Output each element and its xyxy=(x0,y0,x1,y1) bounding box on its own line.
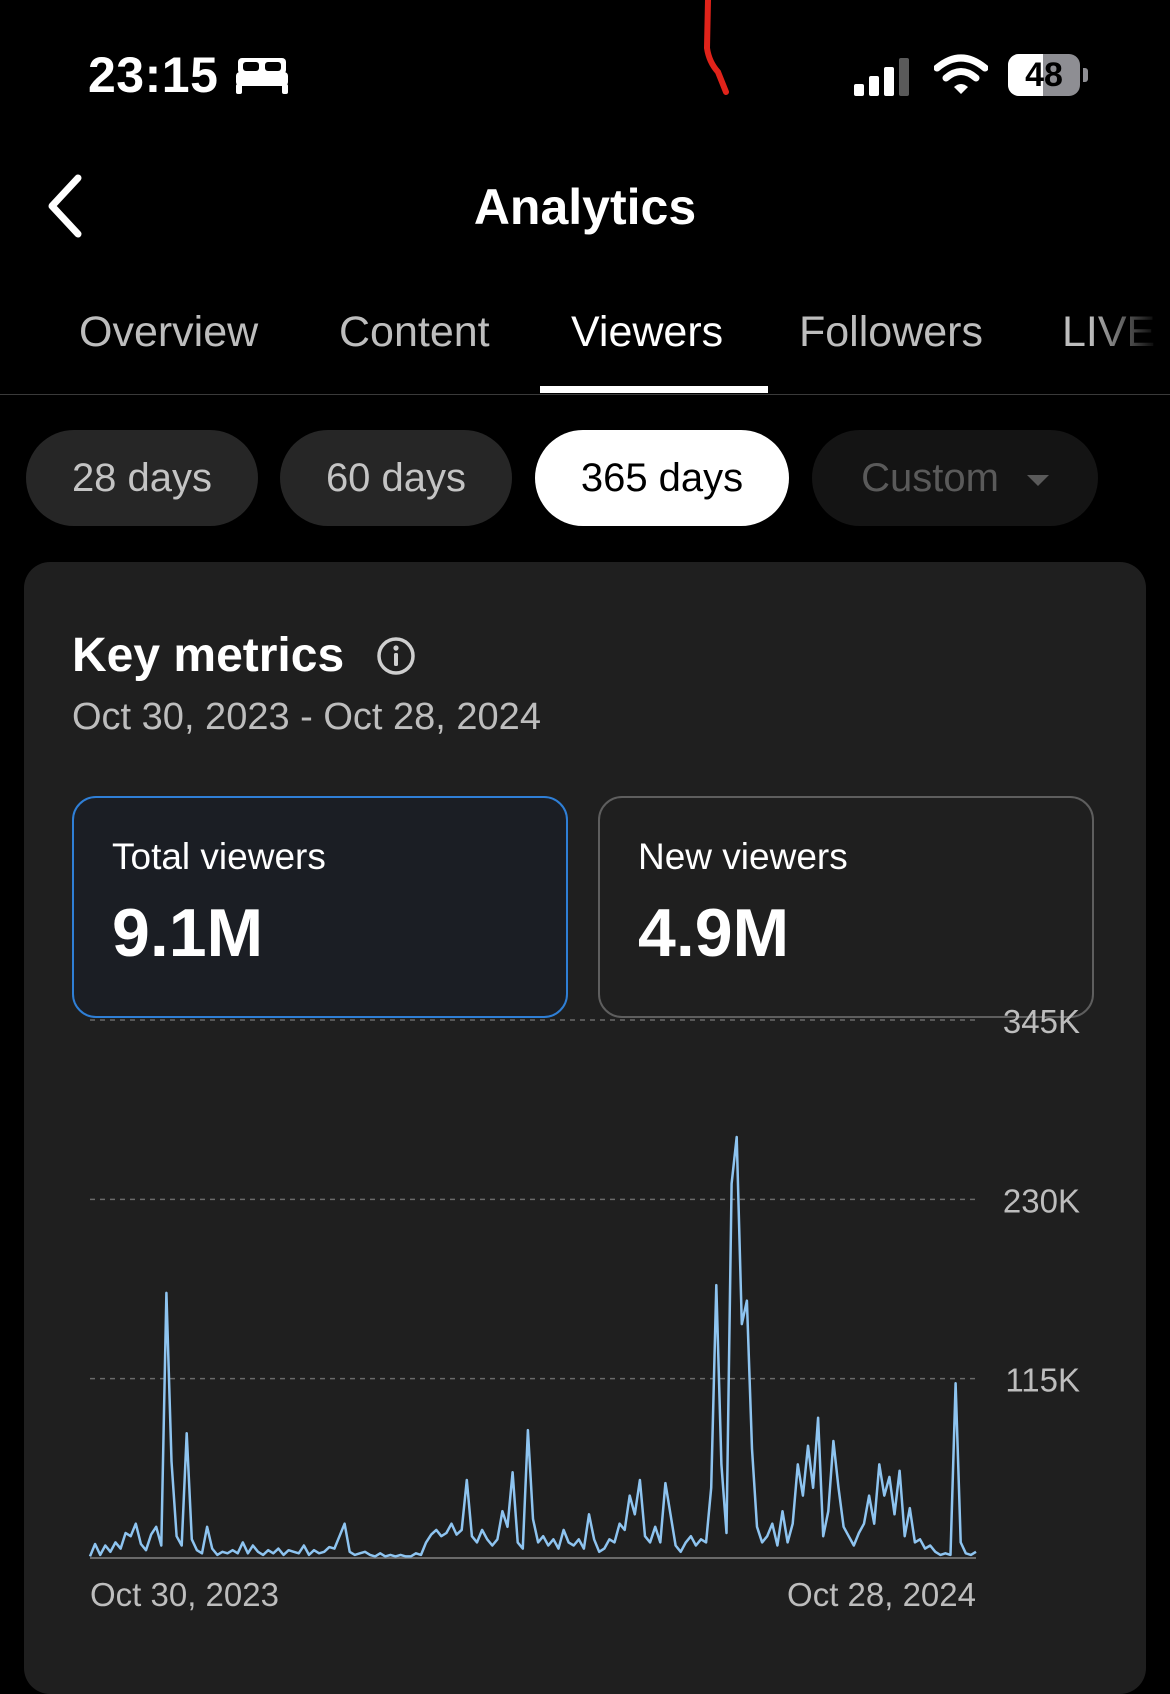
x-tick-label: Oct 28, 2024 xyxy=(787,1576,976,1613)
metric-label: New viewers xyxy=(638,836,848,877)
info-icon[interactable] xyxy=(376,636,416,676)
total-viewers-card[interactable]: Total viewers 9.1M xyxy=(72,796,568,1018)
signal-icon xyxy=(854,58,909,96)
range-custom-chip[interactable]: Custom xyxy=(812,430,1098,526)
chevron-left-icon xyxy=(48,174,82,238)
y-tick-label: 230K xyxy=(1003,1182,1080,1219)
tabs-scroll-fade xyxy=(1090,280,1170,390)
battery-icon: 48 xyxy=(1008,54,1088,96)
tab-viewers[interactable]: Viewers xyxy=(571,308,724,356)
range-60-days-chip[interactable]: 60 days xyxy=(280,430,512,526)
page-title: Analytics xyxy=(473,179,697,235)
metric-value: 4.9M xyxy=(638,895,790,971)
custom-chip-label: Custom xyxy=(861,456,999,500)
key-metrics-card: Key metrics Oct 30, 2023 - Oct 28, 2024 … xyxy=(24,562,1146,1694)
series-line-0 xyxy=(88,1135,977,1558)
tab-bar: Overview Content Viewers Followers LIVE xyxy=(0,280,1170,395)
wifi-icon xyxy=(934,54,988,94)
x-tick-label: Oct 30, 2023 xyxy=(90,1576,279,1613)
new-viewers-card[interactable]: New viewers 4.9M xyxy=(598,796,1094,1018)
viewers-line-chart: 115K 230K 345K Oct 30, 2023 Oct 28, 2024 xyxy=(88,1003,1080,1613)
red-annotation-stroke xyxy=(703,0,729,95)
metric-label: Total viewers xyxy=(112,836,326,877)
sleep-icon xyxy=(236,58,288,94)
status-time: 23:15 xyxy=(88,47,219,103)
y-tick-label: 115K xyxy=(1005,1362,1080,1399)
back-button[interactable] xyxy=(40,168,100,244)
tab-followers[interactable]: Followers xyxy=(799,308,983,356)
status-bar: 23:15 48 xyxy=(0,0,1170,150)
range-28-days-chip[interactable]: 28 days xyxy=(26,430,258,526)
range-365-days-chip[interactable]: 365 days xyxy=(535,430,789,526)
tab-overview[interactable]: Overview xyxy=(79,308,259,356)
tab-content[interactable]: Content xyxy=(339,308,490,356)
active-tab-indicator xyxy=(540,386,768,393)
metric-value: 9.1M xyxy=(112,895,264,971)
key-metrics-title: Key metrics xyxy=(72,629,345,682)
battery-level: 48 xyxy=(1025,56,1063,94)
y-tick-label: 345K xyxy=(1003,1003,1080,1040)
caret-down-icon xyxy=(1026,474,1049,486)
date-range: Oct 30, 2023 - Oct 28, 2024 xyxy=(72,696,541,738)
